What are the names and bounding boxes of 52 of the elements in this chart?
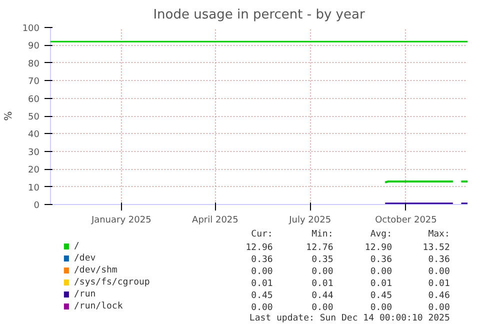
text: Last update: Sun Dec 14 00:00:10 2025: [249, 314, 450, 324]
legend-label: /sys/fs/cgroup: [74, 278, 150, 288]
x-tick-label: January 2025: [90, 216, 152, 226]
text: 12.90: [364, 243, 392, 253]
y-tick-label: 80: [28, 59, 40, 70]
y-tick-label: 0: [34, 201, 40, 211]
legend-label: /dev: [74, 254, 96, 264]
y-tick-label: 30: [28, 148, 40, 158]
legend-label: /run/lock: [74, 302, 124, 312]
text: 0.00: [370, 267, 392, 277]
text: 0.00: [370, 303, 392, 313]
y-tick-label: 50: [28, 112, 40, 122]
y-tick-label: 20: [28, 166, 40, 176]
text: 0.01: [370, 279, 392, 289]
text: Min:: [312, 230, 334, 240]
y-axis-title: %: [3, 111, 14, 121]
text: 0.00: [428, 303, 450, 313]
text: 0.00: [251, 267, 273, 277]
text: 0.44: [312, 291, 334, 301]
x-tick-label: July 2025: [288, 216, 332, 226]
y-tick-label: 40: [28, 130, 40, 140]
x-tick-label: October 2025: [375, 216, 437, 226]
text: 12.96: [246, 243, 273, 253]
text: 0.01: [312, 279, 334, 289]
text: 0.35: [312, 255, 334, 265]
y-tick-label: 60: [28, 94, 40, 105]
text: 0.01: [428, 279, 450, 289]
text: 0.45: [370, 291, 392, 301]
text: 0.00: [428, 267, 450, 277]
text: 13.52: [422, 243, 450, 253]
chart-title: Inode usage in percent - by year: [153, 8, 366, 22]
text: 0.45: [251, 291, 273, 301]
legend-label: /dev/shm: [74, 266, 118, 276]
x-tick-label: April 2025: [192, 216, 238, 226]
text: 12.76: [306, 243, 334, 253]
text: 0.01: [251, 279, 273, 289]
text: Max:: [428, 230, 450, 240]
text: 0.00: [251, 303, 273, 313]
y-tick-label: 70: [28, 77, 40, 88]
y-tick-label: 100: [22, 24, 40, 34]
y-tick-label: 10: [28, 183, 40, 194]
text: 0.00: [312, 267, 334, 277]
text: Avg:: [370, 230, 392, 240]
text: 0.36: [428, 255, 450, 265]
text: 0.36: [370, 255, 392, 265]
y-tick-label: 90: [28, 42, 40, 52]
text: 0.36: [251, 255, 273, 265]
text: 0.00: [312, 303, 334, 313]
legend-label: /run: [74, 290, 96, 300]
text: 0.46: [428, 291, 450, 301]
text: Cur:: [251, 230, 273, 240]
legend-label: /: [74, 242, 80, 252]
